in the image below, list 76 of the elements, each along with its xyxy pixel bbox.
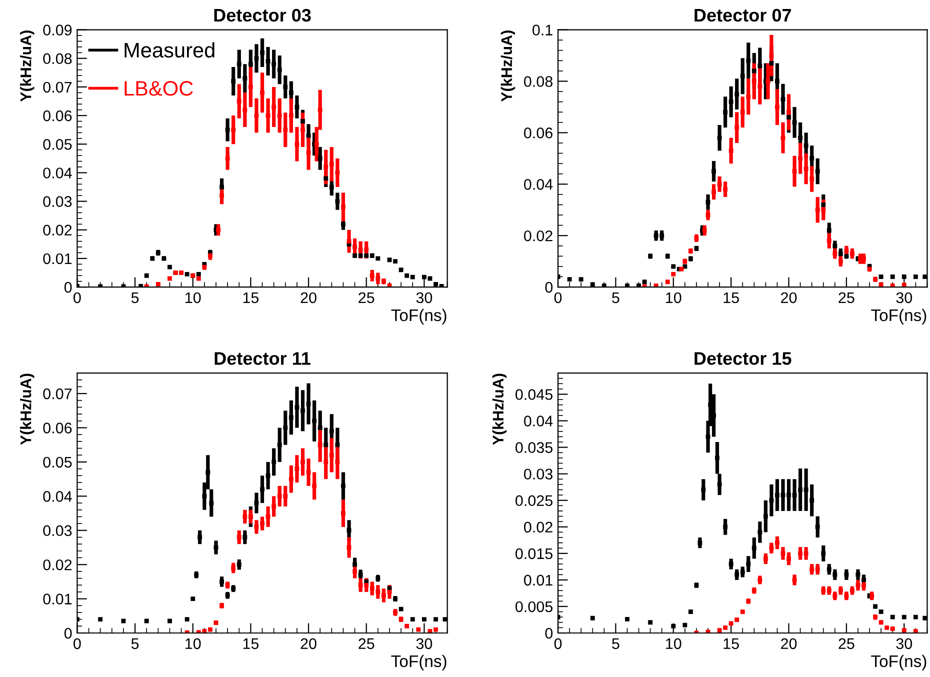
y-tick-label: 0 (545, 282, 553, 293)
x-axis-title: ToF(ns) (871, 308, 926, 324)
y-tick-label: 0.09 (43, 24, 72, 36)
y-tick-label: 0.08 (524, 76, 552, 87)
chart-title: Detector 03 (214, 8, 311, 22)
chart-title: Detector 15 (694, 352, 792, 365)
x-axis-title: ToF(ns) (391, 654, 446, 670)
y-tick-label: 0.03 (43, 196, 72, 207)
x-tick-label: 30 (896, 292, 912, 304)
y-tick-label: 0.02 (524, 230, 552, 242)
y-tick-label: 0.01 (43, 594, 72, 604)
y-tick-label: 0.01 (43, 253, 72, 264)
y-tick-label: 0.06 (43, 110, 72, 122)
y-tick-label: 0.06 (524, 128, 552, 138)
x-tick-label: 0 (74, 292, 81, 304)
x-tick-label: 15 (724, 638, 739, 650)
x-tick-label: 15 (243, 638, 259, 650)
y-tick-label: 0 (64, 628, 72, 639)
x-tick-label: 25 (358, 292, 374, 304)
x-tick-label: 0 (554, 292, 562, 304)
x-tick-label: 25 (838, 638, 854, 650)
legend-label: Measured (124, 42, 214, 58)
x-tick-label: 5 (131, 292, 139, 304)
x-tick-label: 5 (612, 638, 620, 650)
x-tick-label: 5 (131, 638, 139, 650)
y-tick-label: 0.07 (43, 388, 72, 400)
y-tick-label: 0.02 (43, 559, 72, 570)
x-tick-label: 20 (781, 292, 797, 304)
x-tick-label: 25 (838, 292, 854, 304)
y-tick-label: 0.05 (43, 456, 72, 468)
y-axis-title: Y(kHz/uA) (492, 374, 507, 445)
x-tick-label: 5 (612, 292, 620, 304)
chart-title: Detector 11 (214, 352, 310, 365)
x-tick-label: 10 (666, 292, 682, 304)
y-tick-label: 0.06 (43, 422, 72, 434)
y-tick-label: 0.05 (43, 138, 72, 150)
y-tick-label: 0.045 (516, 389, 552, 400)
x-tick-label: 0 (74, 638, 81, 650)
y-tick-label: 0.04 (524, 179, 553, 190)
y-tick-label: 0.1 (532, 24, 552, 36)
chart-title: Detector 07 (694, 8, 791, 22)
y-axis-title: Y(kHz/uA) (500, 30, 516, 102)
y-tick-label: 0.02 (43, 224, 72, 236)
y-tick-label: 0.015 (516, 548, 552, 560)
y-axis-title: Y(kHz/uA) (20, 30, 34, 102)
y-tick-label: 0.07 (43, 82, 72, 93)
x-axis-title: ToF(ns) (391, 308, 446, 324)
y-tick-label: 0.01 (524, 574, 552, 586)
x-axis-title: ToF(ns) (871, 654, 926, 670)
y-tick-label: 0.03 (43, 525, 72, 536)
x-tick-label: 15 (724, 292, 739, 304)
x-tick-label: 20 (300, 292, 316, 304)
x-tick-label: 10 (186, 638, 201, 650)
y-tick-label: 0.04 (43, 491, 72, 502)
y-tick-label: 0.005 (516, 601, 552, 612)
y-tick-label: 0.04 (43, 168, 72, 178)
x-tick-label: 25 (358, 638, 374, 650)
x-tick-label: 10 (186, 292, 201, 304)
y-tick-label: 0.03 (524, 468, 552, 480)
y-tick-label: 0.04 (524, 416, 553, 426)
x-tick-label: 30 (416, 638, 432, 650)
x-tick-label: 30 (416, 292, 432, 304)
y-tick-label: 0 (545, 628, 553, 639)
legend-label: LB&OC (124, 81, 193, 96)
y-tick-label: 0.025 (516, 495, 552, 506)
x-tick-label: 20 (781, 638, 797, 650)
y-tick-label: 0.02 (524, 522, 552, 533)
x-tick-label: 20 (300, 638, 316, 650)
y-tick-label: 0.08 (43, 53, 72, 64)
x-tick-label: 10 (666, 638, 682, 650)
y-tick-label: 0.035 (516, 442, 552, 453)
x-tick-label: 0 (554, 638, 562, 650)
y-tick-label: 0 (64, 282, 72, 293)
x-tick-label: 30 (896, 638, 912, 650)
x-tick-label: 15 (243, 292, 259, 304)
y-axis-title: Y(kHz/uA) (20, 374, 34, 445)
